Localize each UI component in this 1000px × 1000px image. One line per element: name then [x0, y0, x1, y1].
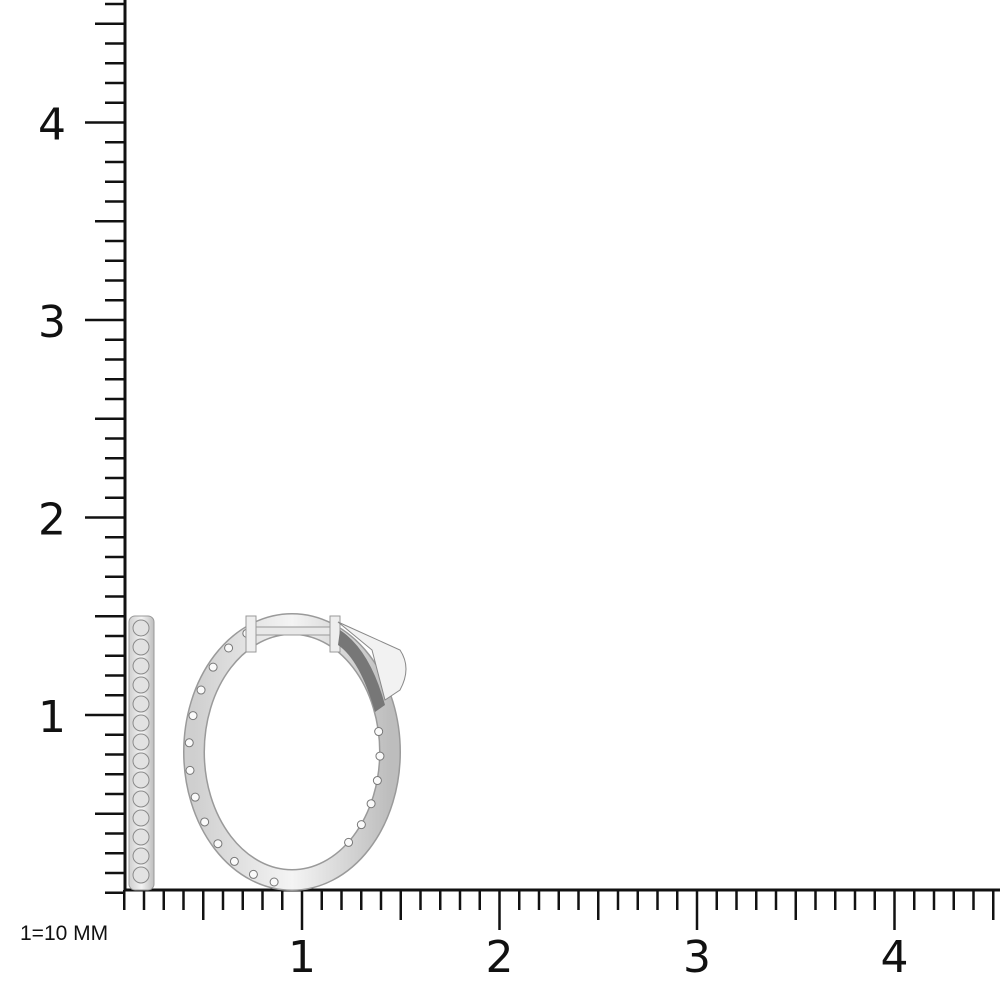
x-tick-label: 4 [881, 932, 909, 983]
diamond-stone [132, 657, 150, 675]
diamond-stone [213, 839, 223, 849]
diamond-stone [366, 799, 376, 809]
diamond-stone [132, 809, 150, 827]
diamond-stone [132, 752, 150, 770]
y-tick-label: 1 [38, 692, 66, 743]
diamond-stone [208, 662, 218, 672]
diamond-stone [344, 837, 354, 847]
diamond-stone [132, 676, 150, 694]
diamond-stone [229, 856, 239, 866]
x-tick-label: 3 [683, 932, 711, 983]
clasp [337, 621, 407, 701]
diamond-stone [132, 771, 150, 789]
x-tick-label: 1 [288, 932, 316, 983]
diamond-stone [248, 869, 258, 879]
diamond-stone [200, 817, 210, 827]
earring-side-view [128, 615, 155, 891]
y-tick-label: 4 [38, 100, 66, 151]
diamond-stone [224, 643, 234, 653]
diamond-stone [132, 714, 150, 732]
diamond-stone [132, 790, 150, 808]
diamond-stone [375, 751, 385, 761]
scale-label: 1=10 MM [20, 922, 109, 945]
diamond-stone [132, 847, 150, 865]
earring-front-view [183, 613, 407, 891]
diamond-stone [132, 866, 150, 884]
diamond-stone [196, 685, 206, 695]
hinge-post [249, 626, 336, 636]
diamond-stone [188, 711, 198, 721]
diamond-stone [356, 820, 366, 830]
diamond-stone [132, 619, 150, 637]
y-tick-label: 3 [38, 297, 66, 348]
diamond-stone [132, 695, 150, 713]
diamond-stone [132, 638, 150, 656]
diamond-stone [132, 828, 150, 846]
x-tick-label: 2 [486, 932, 514, 983]
diamond-stone [132, 733, 150, 751]
diamond-stone [374, 727, 384, 737]
diamond-stone [185, 765, 195, 775]
diamond-stone [190, 792, 200, 802]
diamond-stone [269, 877, 279, 887]
diamond-stone [372, 776, 382, 786]
diamond-stone [184, 738, 194, 748]
y-tick-label: 2 [38, 495, 66, 546]
